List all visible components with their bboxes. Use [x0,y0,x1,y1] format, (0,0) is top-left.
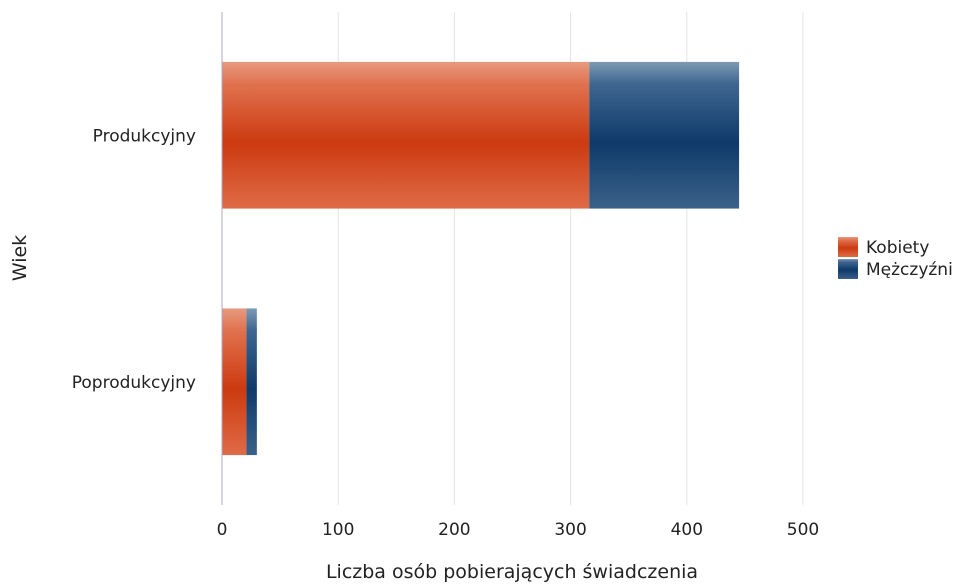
bar-segment [222,61,590,209]
x-axis-title: Liczba osób pobierających świadczenia [326,561,698,583]
x-tick-label: 500 [787,520,819,540]
legend-label: Kobiety [866,238,929,258]
x-tick-label: 200 [438,520,470,540]
category-label: Poprodukcyjny [72,373,196,393]
y-axis-title: Wiek [9,235,31,281]
bar-segment [246,308,257,456]
legend-swatch [838,237,858,257]
legend-label: Mężczyźni [866,260,953,280]
x-tick-label: 0 [217,520,228,540]
bar-segment [222,308,247,456]
category-labels: Produkcyjny Poprodukcyjny [72,126,196,393]
x-tick-label: 400 [671,520,703,540]
x-tick-labels: 0 100 200 300 400 500 [217,520,820,540]
x-tick-label: 300 [554,520,586,540]
bars [222,61,740,456]
category-label: Produkcyjny [93,126,196,146]
legend-swatch [838,259,858,279]
x-tick-label: 100 [322,520,354,540]
bar-segment [589,61,740,209]
